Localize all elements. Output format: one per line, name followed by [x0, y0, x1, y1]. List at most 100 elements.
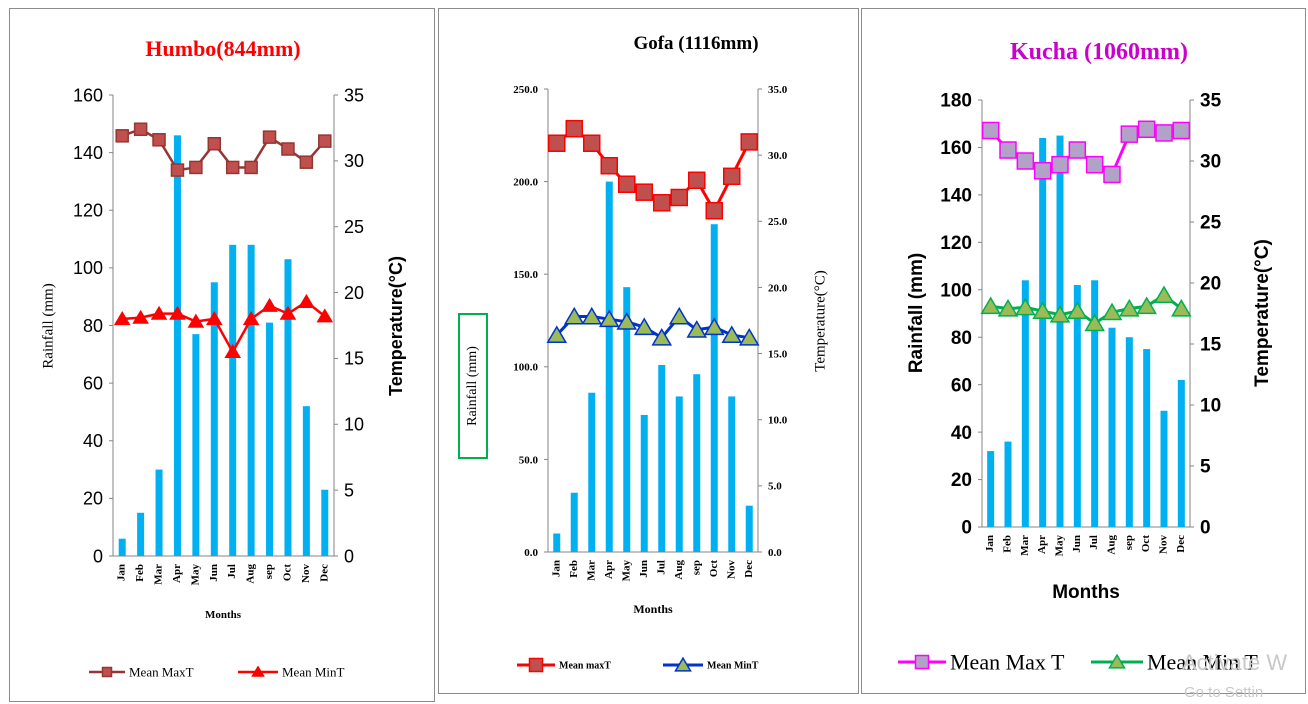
max-temp-point: [1016, 152, 1035, 170]
y-tick-label: 250.0: [513, 84, 538, 96]
y2-tick-label: 30: [344, 151, 364, 171]
min-temp-point: [1049, 305, 1071, 323]
y-tick-label: 50.0: [519, 454, 539, 466]
max-temp-point: [1085, 155, 1104, 174]
max-temp-point: [189, 160, 203, 175]
y-tick-label: 0: [961, 518, 972, 539]
x-tick-label: Aug: [1106, 535, 1118, 555]
max-temp-point: [565, 119, 583, 138]
rainfall-bar: [675, 396, 683, 552]
y2-tick-label: 20: [344, 283, 364, 303]
y2-tick-label: 35: [344, 85, 364, 105]
y2-axis-title: Temperature(°C): [1252, 239, 1273, 387]
y-axis-title: Rainfall (mm): [465, 346, 480, 426]
max-temp-point: [1051, 155, 1069, 174]
max-temp-point: [1172, 121, 1191, 140]
y2-axis-title: Temperature(°C): [812, 270, 828, 372]
max-temp-point: [115, 129, 129, 143]
y-tick-label: 120: [940, 233, 972, 254]
x-tick-label: Dec: [743, 560, 755, 578]
y2-tick-label: 5: [344, 480, 354, 500]
rainfall-bar: [137, 512, 145, 556]
legend-marker-square: [914, 654, 930, 670]
min-temp-point: [187, 313, 205, 328]
y2-tick-label: 25.0: [768, 216, 788, 228]
min-temp-point: [721, 325, 743, 344]
max-temp-point: [1068, 141, 1087, 159]
max-temp-point: [618, 175, 636, 193]
y-tick-label: 0: [93, 546, 103, 566]
rainfall-bar: [605, 181, 613, 552]
y-tick-label: 160: [940, 138, 972, 159]
x-tick-label: Dec: [1175, 535, 1187, 553]
x-tick-label: May: [620, 560, 632, 582]
x-tick-label: Dec: [318, 564, 330, 582]
rainfall-bar: [266, 322, 274, 556]
min-temp-point: [668, 306, 690, 325]
y2-tick-label: 25: [1200, 213, 1222, 234]
min-temp-point: [546, 325, 568, 344]
y2-tick-label: 20: [1200, 274, 1221, 295]
rainfall-bar: [155, 469, 163, 556]
rainfall-bar: [693, 374, 701, 552]
min-temp-point: [980, 296, 1001, 315]
max-temp-point: [635, 183, 653, 201]
x-tick-label: Aug: [245, 564, 257, 584]
y2-tick-label: 10: [344, 415, 364, 435]
rainfall-bar: [1056, 135, 1064, 527]
legend-label: Mean Min T: [1147, 650, 1258, 675]
rainfall-bar: [229, 244, 237, 556]
min-temp-point: [1136, 296, 1157, 315]
min-temp-point: [563, 306, 585, 325]
x-tick-label: Jan: [984, 535, 996, 552]
chart-panel-kucha: Kucha (1060mm) 0 20 40 60 80 100 120 140 160 180 0 5…: [861, 8, 1306, 694]
chart-panel-humbo: Humbo(844mm) 0 20 40 60 80 100 120 140 160 0 5 10 15 2…: [9, 8, 435, 702]
legend-marker-triangle: [1108, 653, 1126, 669]
x-tick-label: Jun: [208, 564, 220, 582]
x-tick-label: sep: [690, 560, 702, 575]
watermark-activate: Activate W: [1182, 650, 1288, 675]
x-tick-label: Nov: [300, 564, 312, 583]
chart-title: Gofa (1116mm): [633, 33, 758, 54]
min-temp-point: [224, 343, 242, 358]
min-temp-point: [298, 293, 315, 308]
y-tick-label: 180: [940, 91, 972, 112]
x-tick-label: Jan: [116, 564, 128, 581]
rainfall-bar: [728, 396, 736, 552]
x-tick-label: Apr: [171, 564, 183, 583]
y2-tick-label: 20.0: [768, 282, 788, 294]
x-tick-label: Feb: [134, 564, 146, 582]
x-tick-label: May: [1054, 535, 1066, 557]
y-tick-label: 40: [951, 423, 972, 444]
rainfall-bar: [1073, 285, 1081, 527]
x-tick-label: Oct: [708, 560, 720, 577]
y-tick-label: 20: [951, 470, 972, 491]
rainfall-bar: [570, 492, 578, 552]
min-temp-point: [616, 312, 638, 330]
y-axis-title: Rainfall (mm): [906, 253, 927, 373]
x-tick-label: sep: [1123, 535, 1135, 550]
chart-panel-gofa: Gofa (1116mm) 0.0 50.0 100.0 150.0 200.0 250.0…: [438, 8, 859, 694]
max-temp-point: [740, 133, 758, 151]
y2-tick-label: 35: [1200, 91, 1222, 112]
y2-tick-label: 5.0: [768, 481, 782, 493]
chart-kucha: Kucha (1060mm) 0 20 40 60 80 100 120 140 160 180 0 5…: [898, 39, 1273, 675]
min-temp-point: [633, 317, 655, 336]
max-temp-point: [1103, 165, 1121, 184]
legend-label: Mean MaxT: [129, 665, 194, 680]
max-temp-point: [705, 201, 723, 220]
rainfall-bar: [210, 282, 218, 556]
max-temp-point: [688, 171, 706, 190]
y2-tick-label: 15: [344, 349, 364, 369]
y-tick-label: 100.0: [513, 362, 538, 374]
max-temp-point: [583, 134, 601, 152]
y2-tick-label: 0: [344, 546, 354, 566]
max-temp-point: [152, 133, 166, 147]
y-tick-label: 140: [940, 186, 972, 207]
y-tick-label: 160: [73, 85, 103, 105]
max-temp-point: [299, 155, 314, 169]
y-tick-label: 60: [951, 375, 972, 396]
max-temp-point: [670, 188, 688, 207]
min-temp-point: [1171, 298, 1192, 317]
min-temp-point: [686, 320, 708, 338]
